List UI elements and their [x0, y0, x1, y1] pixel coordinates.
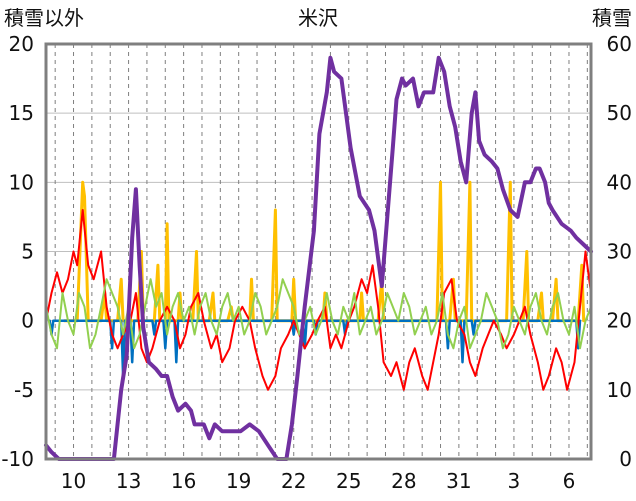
- x-tick-label: 13: [116, 469, 141, 493]
- series-line-precip: [62, 180, 586, 323]
- left-tick-label: -10: [1, 447, 34, 471]
- series-line-green: [45, 278, 592, 350]
- right-axis-label: 積雪: [592, 6, 632, 30]
- x-axis-ticks: 10 13 16 19 22 25 28 31 3 6: [61, 469, 576, 493]
- series-line-snow: [44, 55, 593, 461]
- x-tick-label: 28: [391, 469, 416, 493]
- left-tick-label: -5: [14, 378, 34, 402]
- left-axis-ticks: 20 15 10 5 0 -5 -10: [1, 32, 34, 471]
- left-tick-label: 0: [21, 309, 34, 333]
- series-layer: [44, 55, 593, 461]
- right-tick-label: 0: [619, 447, 632, 471]
- left-tick-label: 20: [9, 32, 34, 56]
- x-tick-label: 16: [171, 469, 196, 493]
- right-tick-label: 60: [607, 32, 632, 56]
- x-tick-label: 22: [281, 469, 306, 493]
- x-tick-label: 31: [446, 469, 471, 493]
- x-tick-label: 6: [563, 469, 576, 493]
- left-tick-label: 15: [9, 101, 34, 125]
- right-tick-label: 50: [607, 101, 632, 125]
- plot-border: [44, 42, 593, 461]
- left-tick-label: 10: [9, 170, 34, 194]
- x-tick-label: 19: [226, 469, 251, 493]
- right-tick-label: 30: [607, 240, 632, 264]
- right-tick-label: 40: [607, 170, 632, 194]
- right-tick-label: 20: [607, 309, 632, 333]
- left-axis-label: 積雪以外: [4, 6, 84, 30]
- x-tick-label: 10: [61, 469, 86, 493]
- right-tick-label: 10: [607, 378, 632, 402]
- x-tick-label: 25: [336, 469, 361, 493]
- left-tick-label: 5: [21, 240, 34, 264]
- chart-title: 米沢: [298, 6, 338, 30]
- right-axis-ticks: 60 50 40 30 20 10 0: [607, 32, 632, 471]
- x-tick-label: 3: [508, 469, 521, 493]
- series-line-blue: [48, 319, 582, 378]
